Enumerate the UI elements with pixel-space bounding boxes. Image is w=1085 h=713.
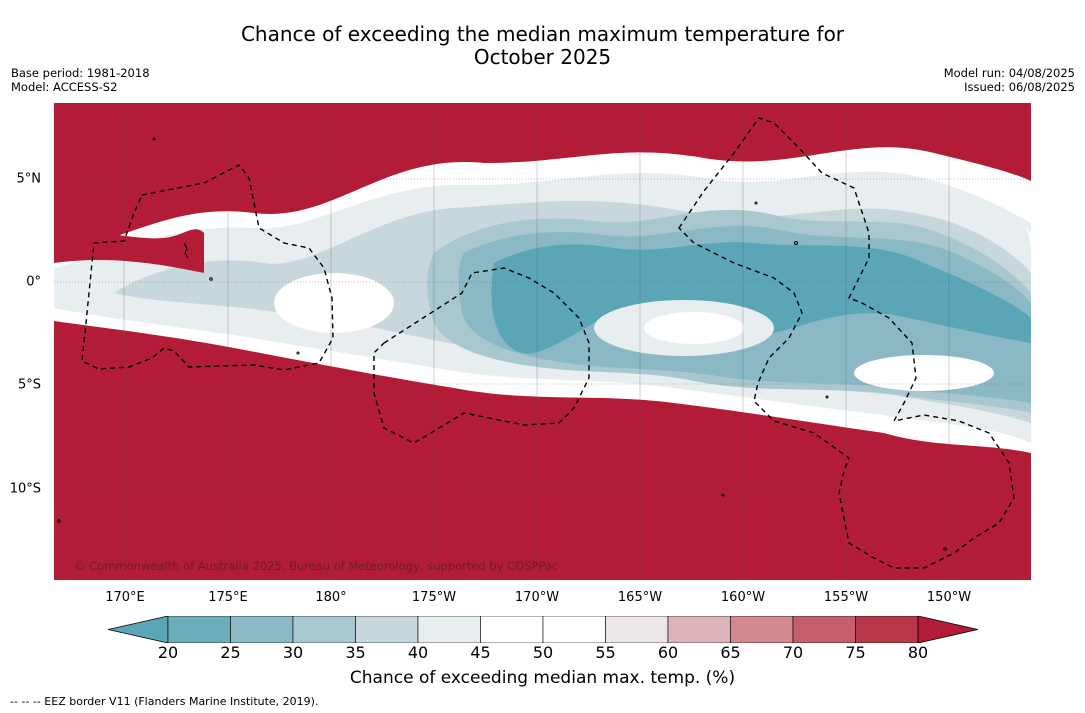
colorbar-tick-label: 40 bbox=[407, 643, 429, 662]
colorbar-max-arrow bbox=[917, 616, 978, 643]
eez-borders bbox=[81, 117, 1015, 569]
lon-label: 165°W bbox=[617, 590, 663, 605]
colorbar-segment bbox=[230, 616, 294, 643]
colorbar-tick-label: 25 bbox=[220, 643, 241, 662]
colorbar-tick-label: 75 bbox=[845, 643, 866, 662]
colorbar-tick-label: 60 bbox=[657, 643, 679, 662]
colorbar-segment bbox=[667, 616, 731, 643]
colorbar-segment bbox=[292, 616, 356, 643]
lon-label: 175°E bbox=[208, 590, 248, 605]
map-title-line2: October 2025 bbox=[473, 45, 612, 69]
lon-label: 150°W bbox=[926, 590, 972, 605]
model-name: Model: ACCESS-S2 bbox=[11, 80, 118, 94]
colorbar-tick-label: 70 bbox=[782, 643, 804, 662]
colorbar-title: Chance of exceeding median max. temp. (%… bbox=[349, 668, 736, 688]
colorbar-segment bbox=[605, 616, 669, 643]
colorbar-tick-label: 65 bbox=[720, 643, 741, 662]
eez-legend-note: -- -- -- EEZ border V11 (Flanders Marine… bbox=[10, 695, 319, 708]
copyright-notice: © Commonwealth of Australia 2025, Bureau… bbox=[74, 559, 559, 573]
colorbar-tick-label: 35 bbox=[345, 643, 366, 662]
colorbar-segment bbox=[542, 616, 606, 643]
colorbar bbox=[108, 616, 978, 643]
colorbar-segment bbox=[417, 616, 481, 643]
colorbar-segment bbox=[167, 616, 231, 643]
lat-label: 10°S bbox=[9, 481, 41, 497]
colorbar-tick-label: 20 bbox=[157, 643, 179, 662]
map-title-line1: Chance of exceeding the median maximum t… bbox=[240, 22, 845, 46]
base-period: Base period: 1981-2018 bbox=[11, 66, 150, 80]
forecast-map bbox=[54, 103, 1031, 580]
colorbar-tick-label: 55 bbox=[595, 643, 616, 662]
colorbar-tick-label: 45 bbox=[470, 643, 491, 662]
lon-label: 175°W bbox=[411, 590, 457, 605]
lat-label: 5°S bbox=[17, 377, 41, 393]
colorbar-segment bbox=[792, 616, 856, 643]
colorbar-min-arrow bbox=[108, 616, 169, 643]
lat-label: 0° bbox=[26, 274, 41, 290]
model-run: Model run: 04/08/2025 bbox=[943, 66, 1075, 80]
lon-label: 160°W bbox=[720, 590, 766, 605]
lon-label: 180° bbox=[315, 590, 347, 605]
colorbar-segment bbox=[480, 616, 544, 643]
lat-label: 5°N bbox=[16, 171, 42, 187]
colorbar-segment bbox=[355, 616, 419, 643]
lon-label: 170°W bbox=[514, 590, 560, 605]
lon-label: 170°E bbox=[105, 590, 145, 605]
colorbar-tick-label: 80 bbox=[907, 643, 929, 662]
issued-date: Issued: 06/08/2025 bbox=[964, 80, 1075, 94]
colorbar-tick-label: 50 bbox=[532, 643, 554, 662]
colorbar-tick-label: 30 bbox=[282, 643, 304, 662]
colorbar-segment bbox=[730, 616, 794, 643]
lon-label: 155°W bbox=[823, 590, 869, 605]
colorbar-segment bbox=[855, 616, 919, 643]
